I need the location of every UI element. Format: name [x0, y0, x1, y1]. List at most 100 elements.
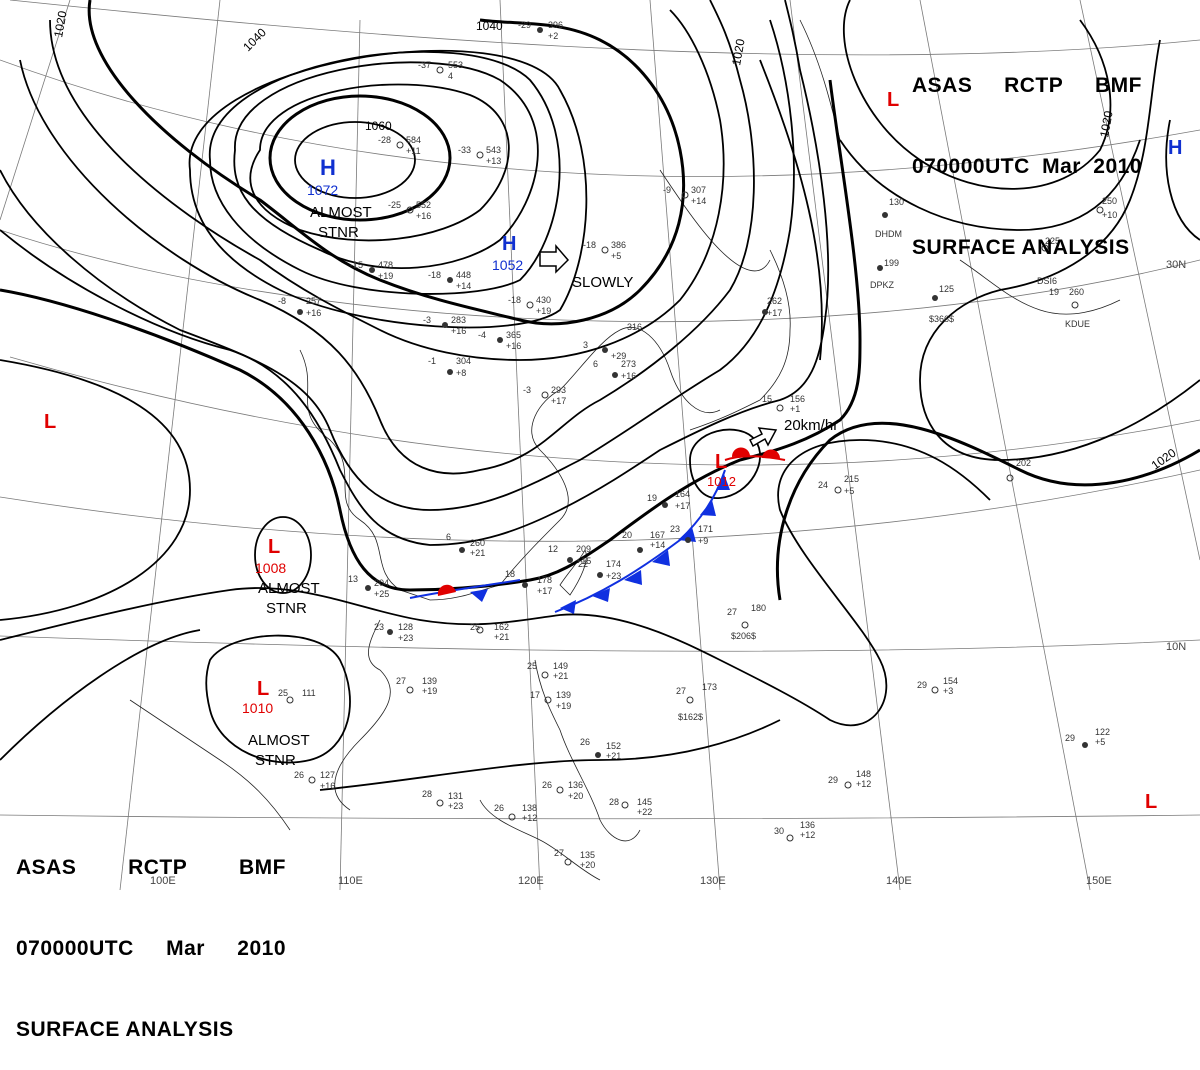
station-pressure: 139	[556, 690, 571, 700]
station-temp: 26	[542, 780, 552, 790]
header-line-3: SURFACE ANALYSIS	[16, 1016, 286, 1043]
station-temp: -37	[418, 60, 431, 70]
station-pressure: 386	[611, 240, 626, 250]
isobar	[839, 139, 1141, 231]
station-tendency: +19	[536, 306, 551, 316]
station-pressure: 552	[416, 200, 431, 210]
graticule	[0, 0, 1200, 891]
high-note: ALMOST	[310, 204, 372, 221]
station-temp: 28	[422, 789, 432, 799]
station-pressure: 164	[675, 489, 690, 499]
station-temp: 29	[1065, 733, 1075, 743]
station: 478 -15 +19	[350, 260, 393, 281]
isobar	[759, 59, 823, 361]
high-center-1072: H 1072 ALMOST STNR	[307, 155, 372, 241]
station: 202	[1006, 458, 1031, 482]
station-tendency: +22	[637, 807, 652, 817]
station: 215 24 +5	[818, 474, 859, 496]
station-temp: 23	[374, 622, 384, 632]
header-line-3: SURFACE ANALYSIS	[912, 234, 1142, 261]
station-tendency: +16	[621, 371, 636, 381]
station-tendency: +8	[456, 368, 466, 378]
station-temp: 6	[446, 532, 451, 542]
station-pressure: 553	[448, 60, 463, 70]
station-pressure: 149	[553, 661, 568, 671]
station-pressure: 162	[494, 622, 509, 632]
station-temp: 17	[530, 690, 540, 700]
isobar-label: 1020	[51, 9, 69, 38]
station-pressure: 122	[1095, 727, 1110, 737]
station-temp: -18	[583, 240, 596, 250]
station: 136 26 +20	[542, 780, 583, 801]
station-pressure: 174	[606, 559, 621, 569]
isobar-label: 1020	[729, 37, 747, 66]
high-symbol: H	[1168, 137, 1182, 159]
station-tendency: +17	[675, 501, 690, 511]
isobar-ring	[689, 428, 761, 499]
station-pressure: 316	[627, 322, 642, 332]
header-agency: ASAS	[16, 856, 77, 879]
station: 128 23 +23	[374, 622, 413, 643]
station-tendency: +15	[576, 556, 591, 566]
station-pressure: 365	[506, 330, 521, 340]
station-temp: -8	[278, 296, 286, 306]
station: 273 6 +16	[593, 359, 636, 381]
isobar-1040	[87, 0, 686, 326]
station-pressure: 257	[306, 296, 321, 306]
lat-label: 30N	[1166, 259, 1186, 271]
station-temp: -4	[478, 330, 486, 340]
station-tendency: +16	[416, 211, 431, 221]
low-symbol: L	[44, 411, 56, 433]
station-pressure: 430	[536, 295, 551, 305]
station: 365 -4 +16	[478, 330, 521, 351]
station: 139 27 +19	[396, 676, 437, 696]
station: 543 -33 +13	[458, 145, 501, 166]
station-temp: 25	[278, 688, 288, 698]
station-temp: 27	[676, 686, 686, 696]
header-month: Mar	[1042, 155, 1081, 178]
station: 135 27 +20	[554, 848, 595, 870]
header-month: Mar	[166, 937, 205, 960]
station-tendency: +19	[378, 271, 393, 281]
station-temp: 23	[670, 524, 680, 534]
movement-note: SLOWLY	[572, 274, 633, 291]
station-pressure: 260	[470, 538, 485, 548]
station-temp: 26	[494, 803, 504, 813]
station-pressure: 152	[606, 741, 621, 751]
station-temp: 29	[828, 775, 838, 785]
station: 180 27 $206$	[727, 603, 766, 641]
station-pressure: 178	[537, 575, 552, 585]
station-temp: -3	[423, 315, 431, 325]
station: 262+17	[762, 296, 782, 318]
station-tendency: $366$	[929, 314, 954, 324]
station: 148 29 +12	[828, 769, 871, 789]
station: 448 -18 +14	[428, 270, 471, 291]
station: 127 26 +16	[294, 770, 335, 791]
isobar-ring	[189, 49, 588, 329]
isobar	[19, 0, 755, 475]
header-line-2: 070000UTC Mar 2010	[912, 153, 1142, 180]
isobar	[919, 39, 1200, 461]
station-tendency: +21	[470, 548, 485, 558]
lon-label: 120E	[518, 875, 544, 887]
chart-header-bottom-left: ASAS RCTP BMF 070000UTC Mar 2010 SURFACE…	[16, 800, 286, 1070]
station-temp: 13	[348, 574, 358, 584]
station: 138 26 +12	[494, 803, 537, 823]
isobar	[1165, 119, 1200, 241]
station-tendency: +19	[422, 686, 437, 696]
station-pressure: 173	[702, 682, 717, 692]
station-pressure: 136	[800, 820, 815, 830]
station-pressure: 154	[943, 676, 958, 686]
station: 164 19 +17	[647, 489, 690, 511]
station-tendency: +11	[406, 146, 421, 156]
station-pressure: 396	[548, 20, 563, 30]
station-temp: -9	[663, 185, 671, 195]
station-tendency: +23	[448, 801, 463, 811]
station-tendency: +2	[548, 31, 558, 41]
station: 199 DPKZ	[870, 258, 899, 290]
station: 307 -9 +14	[663, 185, 706, 206]
isobar-ring	[205, 634, 351, 764]
station-pressure: 307	[691, 185, 706, 195]
isobar-1020	[0, 79, 862, 592]
station: 250+10	[1096, 196, 1117, 220]
